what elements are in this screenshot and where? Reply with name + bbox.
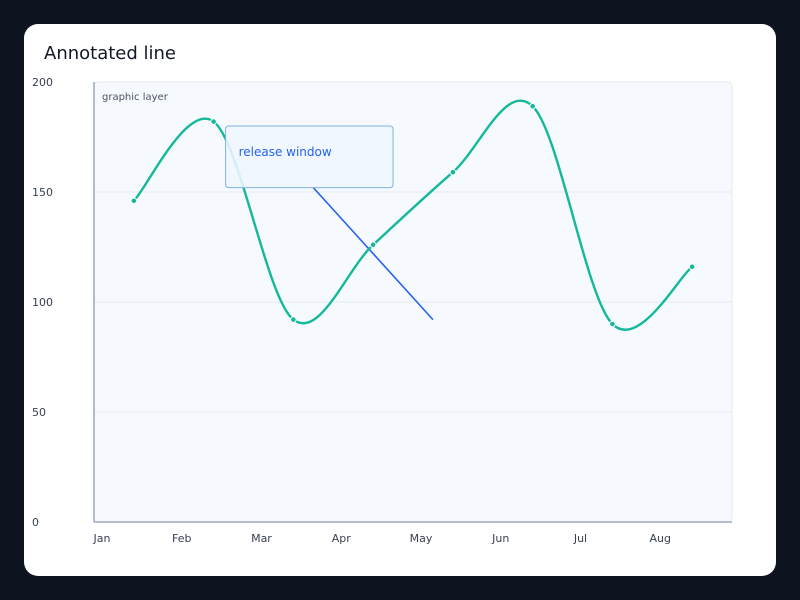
y-tick-label: 0	[32, 516, 39, 529]
y-tick-label: 200	[32, 76, 53, 89]
annotation-label: release window	[239, 145, 332, 159]
y-tick-label: 150	[32, 186, 53, 199]
x-tick-label: May	[410, 532, 433, 545]
series-line	[132, 99, 694, 331]
data-point	[529, 102, 536, 110]
annotation-connector-line	[312, 187, 434, 321]
x-tick-labels: Jan Feb Mar Apr May Jun Jul Aug	[92, 532, 670, 545]
data-point	[369, 241, 377, 249]
graphic-layer-label: graphic layer	[102, 92, 169, 103]
x-tick-label: Jul	[573, 532, 587, 545]
data-point	[688, 263, 696, 271]
annotation-box	[225, 125, 394, 189]
grid-lines	[94, 191, 732, 413]
y-tick-label: 50	[32, 406, 46, 419]
data-point	[449, 168, 457, 176]
chart-svg: 0 50 100 150 200 Jan Feb Mar Apr May Jun Jul Aug gr…	[32, 76, 733, 545]
chart-card: Annotated line 0 50 100 150 200 Jan Feb Mar Apr…	[24, 24, 776, 576]
data-point	[290, 316, 297, 323]
data-points	[130, 102, 696, 328]
x-tick-label: Jan	[92, 532, 110, 545]
x-tick-label: Aug	[649, 532, 670, 545]
x-tick-label: Mar	[251, 532, 272, 545]
x-tick-label: Jun	[491, 532, 509, 545]
y-tick-label: 100	[32, 296, 53, 309]
data-point	[609, 320, 616, 328]
y-tick-labels: 0 50 100 150 200	[32, 76, 53, 529]
data-point	[210, 118, 217, 125]
x-tick-label: Apr	[332, 532, 352, 545]
x-tick-label: Feb	[172, 532, 191, 545]
data-point	[130, 197, 138, 205]
chart-title: Annotated line	[44, 43, 176, 64]
